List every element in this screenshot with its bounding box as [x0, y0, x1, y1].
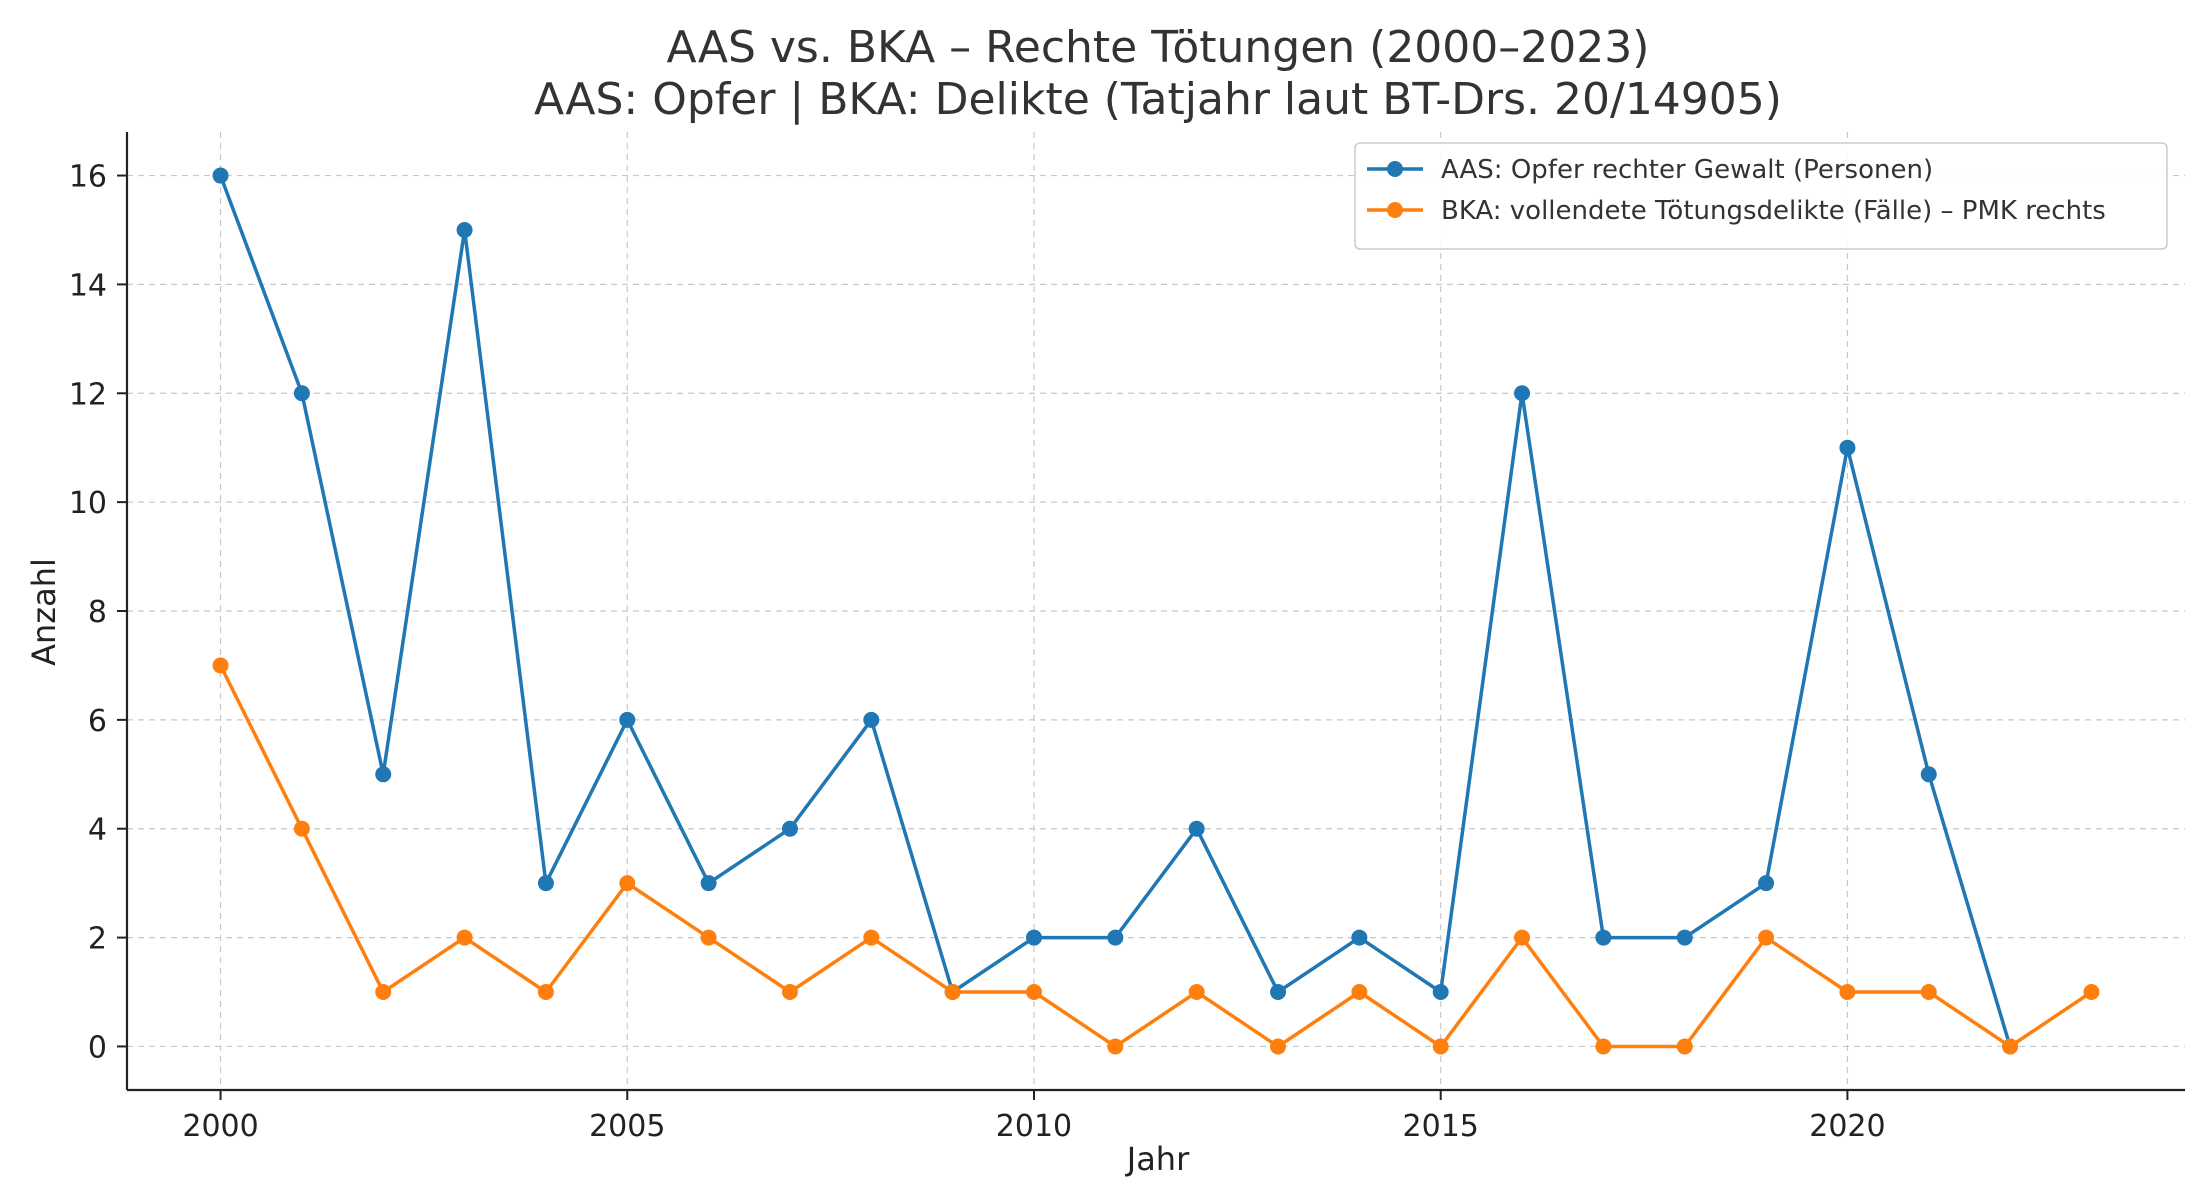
- series-1-point-2019: [1758, 875, 1775, 892]
- series-2-point-2013: [1270, 1038, 1287, 1055]
- series-2-point-2003: [456, 929, 473, 946]
- legend-box: [1354, 142, 2168, 250]
- series-2-point-2023: [2083, 984, 2100, 1001]
- legend-label-2: BKA: vollendete Tötungsdelikte (Fälle) –…: [1441, 196, 2106, 226]
- series-2-point-2000: [212, 657, 229, 674]
- y-tick-label-12: 12: [69, 377, 107, 412]
- series-1-point-2006: [700, 875, 717, 892]
- y-tick-label-14: 14: [69, 268, 107, 303]
- series-2-point-2001: [293, 820, 310, 837]
- series-2-point-2016: [1514, 929, 1531, 946]
- y-tick-label-2: 2: [88, 922, 107, 957]
- series-line-2: [218, 664, 2093, 1049]
- x-axis-label: Jahr: [1125, 1140, 1190, 1178]
- legend-label-1: AAS: Opfer rechter Gewalt (Personen): [1441, 155, 1933, 185]
- series-2-point-2007: [781, 984, 798, 1001]
- series-1-point-2014: [1351, 929, 1368, 946]
- series-2-point-2012: [1188, 984, 1205, 1001]
- series-1-point-2001: [293, 385, 310, 402]
- series-1-point-2004: [537, 875, 554, 892]
- series-2-point-2015: [1432, 1038, 1449, 1055]
- series-1-point-2002: [375, 766, 392, 783]
- y-tick-label-16: 16: [69, 160, 107, 195]
- series-1-point-2015: [1432, 984, 1449, 1001]
- series-2-point-2002: [375, 984, 392, 1001]
- y-tick-label-8: 8: [88, 595, 107, 630]
- y-axis-label: Anzahl: [25, 558, 63, 666]
- series-2-point-2008: [863, 929, 880, 946]
- x-tick-label-2010: 2010: [996, 1109, 1072, 1144]
- series-2-point-2005: [619, 875, 636, 892]
- series-1-point-2013: [1270, 984, 1287, 1001]
- grid-lines: [127, 132, 2185, 1090]
- legend-marker-2: [1387, 202, 1403, 218]
- series-line-1: [218, 174, 2012, 1048]
- y-tick-label-6: 6: [88, 704, 107, 739]
- data-series: [212, 167, 2100, 1055]
- y-tick-label-4: 4: [88, 813, 107, 848]
- chart-subtitle: AAS: Opfer | BKA: Delikte (Tatjahr laut …: [534, 74, 1782, 125]
- series-2-point-2017: [1595, 1038, 1612, 1055]
- series-2-point-2006: [700, 929, 717, 946]
- series-1-point-2018: [1676, 929, 1693, 946]
- series-2-point-2011: [1107, 1038, 1124, 1055]
- series-1-point-2020: [1839, 439, 1856, 456]
- series-2-point-2018: [1676, 1038, 1693, 1055]
- series-1-point-2012: [1188, 820, 1205, 837]
- series-2-point-2020: [1839, 984, 1856, 1001]
- axes: 2000 2005 2010 2015 2020 0 2 4 6 8 10 12 14 16: [69, 132, 2185, 1144]
- x-tick-label-2000: 2000: [182, 1109, 258, 1144]
- series-1-point-2007: [781, 820, 798, 837]
- series-1-point-2016: [1514, 385, 1531, 402]
- series-1-point-2008: [863, 711, 880, 728]
- series-1-point-2005: [619, 711, 636, 728]
- series-2-point-2010: [1025, 984, 1042, 1001]
- y-tick-label-0: 0: [88, 1030, 107, 1065]
- series-2-point-2019: [1758, 929, 1775, 946]
- series-1-point-2011: [1107, 929, 1124, 946]
- x-tick-label-2015: 2015: [1403, 1109, 1479, 1144]
- legend-marker-1: [1387, 161, 1403, 177]
- series-2-point-2009: [944, 984, 961, 1001]
- series-1-point-2000: [212, 167, 229, 184]
- x-tick-label-2020: 2020: [1809, 1109, 1885, 1144]
- series-2-point-2022: [2002, 1038, 2019, 1055]
- y-tick-label-10: 10: [69, 486, 107, 521]
- series-2-point-2014: [1351, 984, 1368, 1001]
- series-1-point-2021: [1920, 766, 1937, 783]
- series-2-point-2004: [537, 984, 554, 1001]
- series-1-point-2017: [1595, 929, 1612, 946]
- x-tick-label-2005: 2005: [589, 1109, 665, 1144]
- series-1-point-2003: [456, 221, 473, 238]
- series-2-point-2021: [1920, 984, 1937, 1001]
- chart-title: AAS vs. BKA – Rechte Tötungen (2000–2023…: [667, 22, 1650, 73]
- legend: AAS: Opfer rechter Gewalt (Personen) BKA:…: [1354, 142, 2168, 250]
- series-1-point-2010: [1025, 929, 1042, 946]
